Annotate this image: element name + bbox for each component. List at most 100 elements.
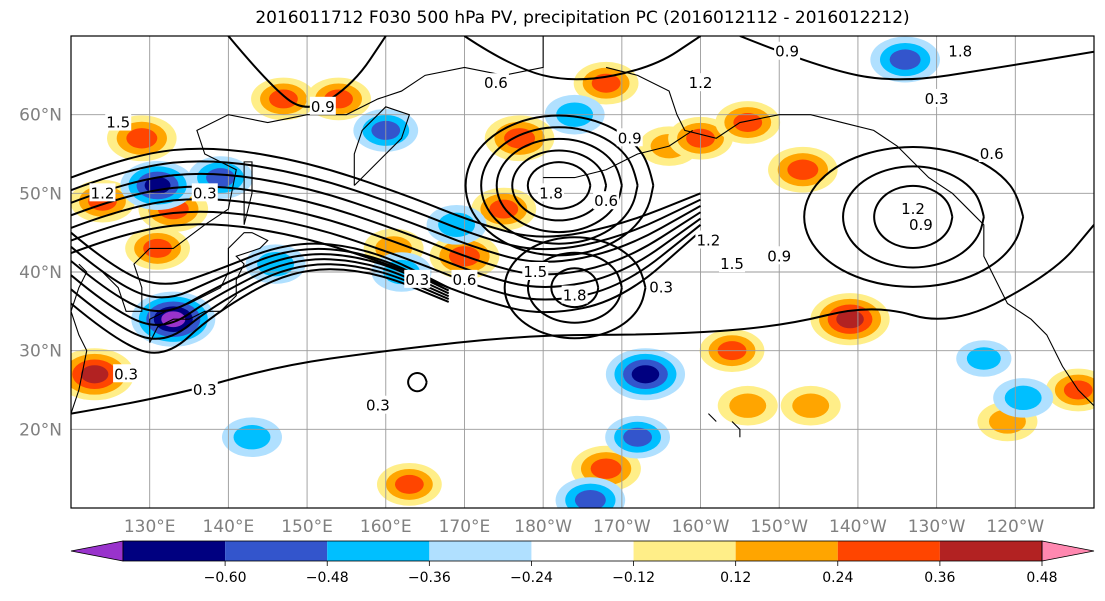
pv-contour-26	[739, 36, 1094, 81]
precip-blob-29-level-2	[623, 427, 652, 447]
lat-tick-label-1: 30°N	[19, 342, 62, 362]
pv-label-bg-21	[561, 285, 588, 304]
lon-tick-label-2: 150°E	[281, 517, 333, 537]
colorbar-segment-5	[531, 541, 634, 561]
precip-blob-32-level-2	[889, 49, 921, 70]
pv-contour-label-6: 1.5	[106, 114, 130, 132]
graticule	[71, 36, 1094, 508]
map-frame	[70, 35, 1095, 509]
precip-blob-38-level-1	[1004, 385, 1042, 411]
colorbar-segment-3	[327, 541, 430, 561]
lon-tick-label-10: 130°W	[908, 517, 966, 537]
pv-label-bg-4	[687, 73, 714, 92]
pv-contour-label-20: 1.5	[523, 263, 547, 281]
pv-contour-label-25: 0.3	[366, 397, 390, 415]
pv-contour-label-1: 1.8	[948, 43, 972, 61]
precip-blob-10-level-2	[787, 159, 819, 180]
pv-label-bg-23	[113, 364, 140, 383]
colorbar-outline	[122, 540, 1043, 562]
coastline-3	[243, 161, 253, 225]
pv-label-bg-10	[616, 128, 643, 147]
pv-contour-label-0: 0.9	[775, 43, 799, 61]
pv-label-bg-22	[648, 277, 675, 296]
colorbar-segment-1	[123, 541, 226, 561]
pv-contour-21	[71, 258, 450, 326]
pv-contour-2	[495, 137, 623, 234]
colorbar-tick-label-5: 0.12	[720, 570, 751, 586]
colorbar-extend-min	[70, 540, 124, 562]
lon-tick-label-8: 150°W	[750, 517, 808, 537]
pv-label-bg-1	[947, 41, 974, 60]
lon-tick-label-1: 140°E	[203, 517, 255, 537]
colorbar-extend-max	[1041, 540, 1095, 562]
pv-contour-labels: 0.9 1.80.30.61.20.91.50.30.61.20.90.61.81…	[89, 41, 1005, 415]
lon-tick-label-7: 160°W	[672, 517, 730, 537]
pv-contour-label-14: 0.9	[909, 216, 933, 234]
precip-blob-3-level-2	[269, 89, 298, 109]
pv-contour-24	[71, 224, 1094, 415]
precip-blob-16-level-3	[836, 310, 864, 329]
colorbar-tick-label-2: −0.36	[408, 570, 451, 586]
pv-contour-small-loop	[407, 372, 428, 393]
pv-label-bg-5	[309, 96, 336, 115]
pv-contour-0	[526, 161, 592, 210]
chart-title: 2016011712 F030 500 hPa PV, precipitatio…	[255, 8, 910, 28]
pv-contour-13	[71, 172, 702, 263]
pv-contour-label-4: 1.2	[689, 74, 713, 92]
pv-contour-label-22: 0.3	[649, 279, 673, 297]
coastline-7	[731, 421, 741, 438]
pv-label-bg-9	[89, 183, 116, 202]
coastline-1	[102, 36, 544, 312]
pv-label-bg-8	[482, 73, 509, 92]
pv-contour-label-23: 0.3	[114, 365, 138, 383]
lon-tick-label-11: 120°W	[986, 517, 1044, 537]
colorbar-segment-9	[939, 541, 1042, 561]
pv-label-bg-3	[978, 144, 1005, 162]
pv-contour-label-19: 0.6	[453, 271, 477, 289]
colorbar-segment-8	[837, 541, 940, 561]
pv-contour-25	[227, 36, 387, 108]
pv-contour-7	[803, 145, 1025, 288]
pv-contour-23	[71, 268, 450, 354]
colorbar-tick-label-1: −0.48	[306, 570, 349, 586]
pv-contour-label-12: 1.8	[539, 184, 563, 202]
precip-blob-21-level-2	[394, 474, 424, 494]
pv-label-bg-16	[719, 254, 746, 273]
precip-blob-13-level-2	[489, 199, 519, 219]
pv-label-bg-15	[695, 230, 722, 249]
colorbar-tick-label-0: −0.60	[204, 570, 247, 586]
lon-tick-label-3: 160°E	[360, 517, 412, 537]
pv-contour-label-18: 0.3	[405, 271, 429, 289]
lat-tick-label-3: 50°N	[19, 184, 62, 204]
precip-blob-19-level-1	[792, 393, 830, 418]
pv-contour-6	[842, 165, 985, 269]
colorbar-segment-6	[633, 541, 736, 561]
precip-blob-9-level-2	[733, 113, 763, 133]
pv-label-bg-24	[191, 380, 218, 398]
colorbar-segment-7	[735, 541, 838, 561]
coastline-8	[708, 413, 717, 422]
coastline-4	[353, 106, 411, 186]
pv-label-bg-0	[774, 41, 801, 60]
pv-label-bg-6	[105, 112, 132, 131]
pv-contour-10	[503, 236, 647, 340]
lat-tick-label-0: 20°N	[19, 420, 62, 440]
pv-label-bg-20	[522, 262, 549, 280]
colorbar-tick-label-6: 0.24	[822, 570, 853, 586]
coastline-0	[71, 263, 88, 414]
pv-contour-label-2: 0.3	[925, 90, 949, 108]
pv-contour-label-13: 1.2	[901, 200, 925, 218]
pv-label-bg-14	[907, 214, 934, 233]
pv-label-bg-19	[451, 269, 478, 288]
pv-contour-22	[71, 263, 450, 340]
map-panel: 0.9 1.80.30.61.20.91.50.30.61.20.90.61.81…	[71, 36, 1094, 508]
colorbar-tick-label-3: −0.24	[510, 570, 553, 586]
pv-contour-1	[511, 149, 608, 222]
pv-contour-15	[71, 198, 702, 288]
pv-contour-label-15: 1.2	[696, 232, 720, 250]
lon-tick-label-4: 170°E	[439, 517, 491, 537]
lon-tick-label-0: 130°E	[124, 517, 176, 537]
precip-blob-15-level-3	[80, 365, 109, 384]
pv-contour-5	[873, 184, 954, 250]
pv-contour-label-16: 1.5	[720, 255, 744, 273]
